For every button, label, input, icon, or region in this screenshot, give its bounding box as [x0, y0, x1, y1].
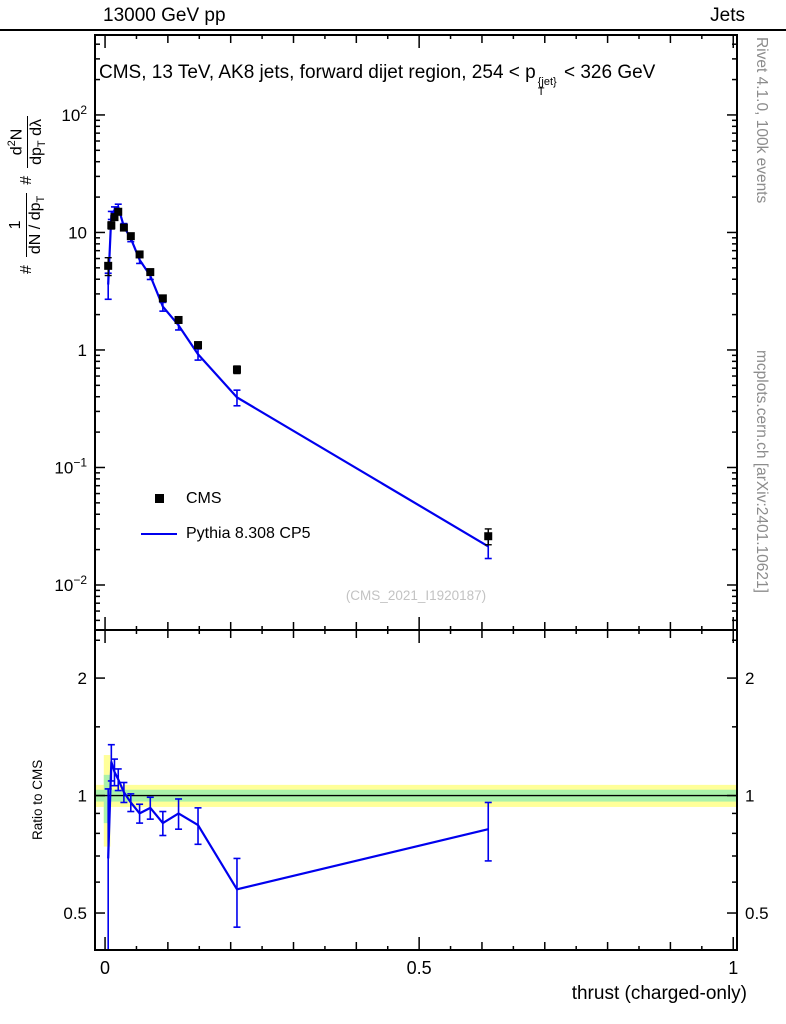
rivet-version-text: Rivet 4.1.0, 100k events [753, 37, 770, 204]
pythia-line-marker-icon [141, 532, 177, 535]
frac2-num-sup: 2 [6, 140, 18, 147]
legend-label-pythia: Pythia 8.308 CP5 [186, 524, 311, 542]
plot-title: CMS, 13 TeV, AK8 jets, forward dijet reg… [99, 62, 656, 98]
svg-text:10−1: 10−1 [54, 455, 87, 477]
header-rule [0, 29, 786, 31]
frac2-denominator: dpT dλ [28, 116, 49, 168]
frac2-den-tail: dλ [27, 118, 45, 141]
beam-energy-label: 13000 GeV pp [103, 5, 226, 26]
frac2-num-text: d [8, 146, 26, 156]
cms-square-marker-icon [154, 494, 164, 503]
latex-hash-1: # [18, 265, 36, 274]
plot-title-text: CMS, 13 TeV, AK8 jets, forward dijet reg… [99, 62, 536, 83]
analysis-id-watermark: (CMS_2021_I1920187) [345, 588, 487, 603]
legend-marker-cell [138, 532, 180, 535]
frac2-numerator: d2N [6, 115, 28, 168]
svg-text:0.5: 0.5 [745, 904, 769, 923]
svg-text:102: 102 [61, 103, 87, 125]
fraction-one-over-dn-dpt: 1 dN / dpT [7, 192, 48, 258]
mcplots-arxiv-text: mcplots.cern.ch [arXiv:2401.10621] [753, 350, 770, 593]
legend-item-cms: CMS [138, 481, 311, 516]
ratio-y-axis-title-text: Ratio to CMS [30, 759, 45, 840]
frac1-numerator: 1 [7, 192, 27, 258]
frac2-den-text: dp [27, 147, 45, 165]
svg-text:10: 10 [68, 223, 87, 242]
svg-text:10−2: 10−2 [54, 573, 87, 595]
frac2-den-sub: T [35, 140, 48, 148]
svg-text:2: 2 [745, 669, 754, 688]
legend-marker-cell [138, 494, 180, 503]
frac1-den-sub: T [34, 195, 47, 203]
fraction-d2n: d2N dpT dλ [6, 115, 49, 168]
svg-text:1: 1 [745, 787, 754, 806]
svg-text:1: 1 [728, 958, 738, 978]
svg-text:2: 2 [78, 669, 87, 688]
pt-subscript: T [537, 86, 545, 98]
svg-text:1: 1 [78, 787, 87, 806]
frac1-denominator: dN / dpT [27, 193, 48, 257]
x-axis-title: thrust (charged-only) [571, 983, 747, 1004]
process-label: Jets [710, 5, 745, 26]
plot-title-range: < 326 GeV [558, 62, 656, 83]
legend-label-cms: CMS [186, 489, 222, 507]
pt-jet-symbol: {jet} T [537, 76, 557, 98]
svg-text:1: 1 [78, 341, 87, 360]
frac1-den-text: dN / dp [26, 202, 44, 255]
frac2-num-tail: N [8, 128, 26, 141]
pt-superscript: {jet} [537, 76, 557, 88]
svg-text:0.5: 0.5 [63, 904, 87, 923]
svg-text:0.5: 0.5 [407, 958, 432, 978]
svg-text:0: 0 [100, 958, 110, 978]
latex-hash-2: # [18, 175, 36, 185]
legend-item-pythia: Pythia 8.308 CP5 [138, 516, 311, 551]
legend: CMS Pythia 8.308 CP5 [138, 481, 311, 551]
